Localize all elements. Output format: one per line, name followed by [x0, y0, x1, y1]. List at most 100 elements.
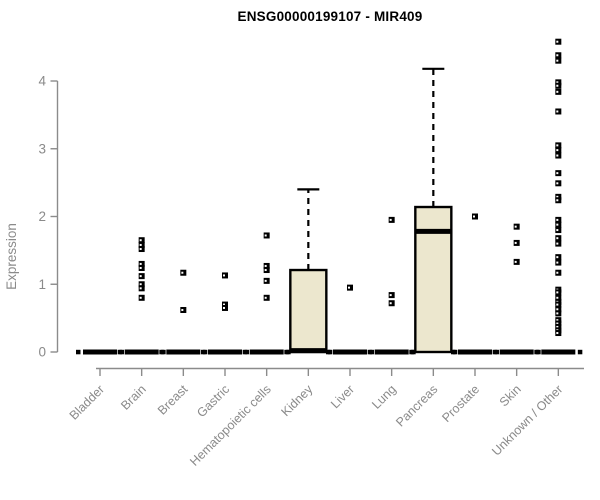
outlier-point-center [556, 154, 559, 157]
outlier-point-center [181, 271, 184, 274]
x-tick-label-lung: Lung [369, 382, 399, 412]
outlier-point-center [514, 225, 517, 228]
boxplot-prostate [450, 213, 499, 355]
chart-title: ENSG00000199107 - MIR409 [237, 9, 423, 24]
outlier-point-center [222, 274, 225, 277]
x-tick-label-hematopoietic-cells: Hematopoietic cells [187, 382, 274, 469]
zero-cap-left [492, 349, 498, 355]
x-tick-label-pancreas: Pancreas [393, 382, 440, 429]
outlier-point-center [556, 319, 559, 322]
outlier-point-center [139, 275, 142, 278]
outlier-point-center [389, 302, 392, 305]
collapsed-box [457, 349, 492, 355]
zero-cap-right [577, 349, 583, 355]
outlier-point-center [556, 218, 559, 221]
boxplot-hematopoietic-cells [242, 232, 291, 355]
outlier-point-center [389, 218, 392, 221]
y-tick-label: 1 [38, 277, 46, 292]
outlier-point-center [556, 172, 559, 175]
collapsed-box [124, 349, 159, 355]
zero-cap-left [534, 349, 539, 355]
outlier-point-center [556, 199, 559, 202]
outlier-point-center [556, 144, 559, 147]
x-tick-label-kidney: Kidney [279, 382, 316, 419]
collapsed-box [499, 349, 534, 355]
boxplot-breast [159, 269, 208, 355]
outlier-point-center [514, 260, 517, 263]
outlier-point-center [556, 59, 559, 62]
x-tick-label-skin: Skin [497, 382, 524, 409]
outlier-point-center [139, 262, 142, 265]
outlier-point-center [139, 266, 142, 269]
outlier-point-center [139, 243, 142, 246]
boxplot-skin [492, 223, 541, 355]
x-tick-label-gastric: Gastric [194, 382, 232, 420]
collapsed-box [83, 349, 117, 355]
outlier-point-center [556, 296, 559, 299]
y-tick-label: 4 [38, 74, 46, 89]
outlier-point-center [556, 149, 559, 152]
boxplot-pancreas [409, 67, 458, 355]
zero-cap-left [409, 349, 414, 355]
zero-cap-left [117, 349, 123, 355]
boxplot-kidney [284, 188, 333, 355]
outlier-point-center [264, 279, 267, 282]
zero-cap-left [200, 349, 206, 355]
outlier-point-center [556, 195, 559, 198]
collapsed-box [207, 349, 242, 355]
outlier-point-center [556, 223, 559, 226]
outlier-point-center [556, 332, 559, 335]
collapsed-box [541, 349, 576, 355]
outlier-point-center [222, 303, 225, 306]
y-tick-label: 2 [38, 209, 46, 224]
y-tick-label: 3 [38, 141, 46, 156]
zero-cap-left [159, 349, 164, 355]
outlier-point-center [556, 54, 559, 57]
zero-cap-left [367, 349, 373, 355]
outlier-point-center [556, 84, 559, 87]
outlier-point-center [556, 242, 559, 245]
outlier-point-center [556, 90, 559, 93]
box [414, 205, 453, 354]
zero-cap-left [450, 349, 456, 355]
x-tick-label-liver: Liver [328, 382, 357, 411]
x-tick-label-breast: Breast [155, 382, 191, 418]
x-tick-label-bladder: Bladder [67, 382, 107, 422]
outlier-point-center [556, 291, 559, 294]
outlier-point-center [556, 237, 559, 240]
zero-cap-left [76, 349, 81, 355]
x-tick-label-brain: Brain [118, 382, 149, 413]
outlier-point-center [556, 271, 559, 274]
outlier-point-center [389, 294, 392, 297]
outlier-point-center [181, 308, 184, 311]
box [289, 268, 328, 354]
outlier-point-center [556, 40, 559, 43]
outlier-point-center [514, 241, 517, 244]
outlier-point-center [556, 308, 559, 311]
outlier-point-center [556, 110, 559, 113]
outlier-point-center [556, 229, 559, 232]
outlier-point-center [139, 239, 142, 242]
y-tick-label: 0 [38, 345, 46, 360]
boxplot-gastric [200, 272, 249, 355]
outlier-point-center [264, 264, 267, 267]
outlier-point-center [556, 81, 559, 84]
outlier-point-center [139, 248, 142, 251]
y-axis: 0 1 2 3 4 Expression [4, 74, 59, 360]
outlier-point-center [139, 283, 142, 286]
x-tick-label-unknown-other: Unknown / Other [489, 382, 565, 458]
boxplot-bladder [76, 349, 124, 355]
boxplot-brain [117, 237, 166, 355]
outlier-point-center [222, 306, 225, 309]
outlier-point-center [264, 296, 267, 299]
outlier-point-center [556, 256, 559, 259]
collapsed-box [332, 349, 367, 355]
collapsed-box [166, 349, 201, 355]
outlier-point-center [139, 296, 142, 299]
outlier-point-center [556, 303, 559, 306]
outlier-point-center [139, 287, 142, 290]
zero-cap-left [284, 349, 289, 355]
